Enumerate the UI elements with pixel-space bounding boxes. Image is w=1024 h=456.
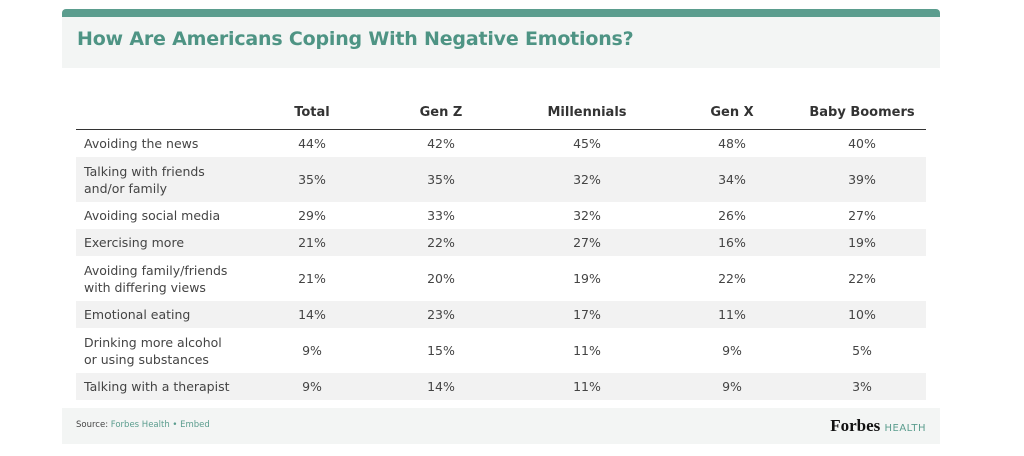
header: How Are Americans Coping With Negative E… <box>62 17 940 68</box>
cell: 33% <box>427 208 455 223</box>
cell: 27% <box>508 229 666 256</box>
cell: 16% <box>666 229 798 256</box>
cell: 20% <box>427 271 455 286</box>
card: How Are Americans Coping With Negative E… <box>62 9 940 444</box>
cell: 45% <box>573 136 601 151</box>
table-row: Emotional eating 14% 23% 17% 11% 10% <box>76 301 926 328</box>
header-cell: Gen Z <box>374 95 508 130</box>
cell: 32% <box>508 157 666 202</box>
cell: 27% <box>848 208 876 223</box>
cell: 10% <box>798 301 926 328</box>
cell: 14% <box>250 301 374 328</box>
cell: 42% <box>427 136 455 151</box>
row-label: Avoiding family/friends with differing v… <box>84 262 228 295</box>
cell: 5% <box>852 343 872 358</box>
cell: 11% <box>508 373 666 400</box>
cell: 26% <box>718 208 746 223</box>
footer: Source: Forbes Health • Embed Forbes HEA… <box>62 408 940 444</box>
table: Total Gen Z Millennials Gen X Baby Boomers A… <box>76 95 926 400</box>
table-row: Exercising more 21% 22% 27% 16% 19% <box>76 229 926 256</box>
table-body: Avoiding the news 44% 42% 45% 48% 40% Talking … <box>76 130 926 400</box>
table-row: Talking with friends and/or family 35% 35%… <box>76 157 926 202</box>
row-label: Talking with friends and/or family <box>76 157 250 202</box>
cell: 19% <box>573 271 601 286</box>
logo: Forbes HEALTH <box>830 416 926 436</box>
header-cell: Baby Boomers <box>798 95 926 130</box>
separator: • <box>172 420 178 430</box>
cell: 9% <box>250 373 374 400</box>
logo-text: Forbes <box>830 416 881 435</box>
source-label: Source: <box>76 420 109 430</box>
cell: 22% <box>374 229 508 256</box>
cell: 40% <box>848 136 876 151</box>
cell: 21% <box>250 229 374 256</box>
title: How Are Americans Coping With Negative E… <box>77 28 634 50</box>
row-label: Avoiding the news <box>84 136 199 151</box>
row-label: Exercising more <box>76 229 250 256</box>
cell: 11% <box>666 301 798 328</box>
header-cell: Gen X <box>666 95 798 130</box>
cell: 9% <box>666 373 798 400</box>
table-row: Avoiding family/friends with differing v… <box>76 256 926 301</box>
cell: 19% <box>798 229 926 256</box>
cell: 39% <box>798 157 926 202</box>
cell: 29% <box>298 208 326 223</box>
cell: 22% <box>848 271 876 286</box>
header-cell: Total <box>250 95 374 130</box>
table-row: Drinking more alcohol or using substance… <box>76 328 926 373</box>
cell: 48% <box>718 136 746 151</box>
cell: 9% <box>722 343 742 358</box>
cell: 14% <box>374 373 508 400</box>
cell: 35% <box>250 157 374 202</box>
cell: 34% <box>666 157 798 202</box>
cell: 15% <box>427 343 455 358</box>
cell: 22% <box>718 271 746 286</box>
source: Source: Forbes Health • Embed <box>76 420 210 430</box>
cell: 3% <box>798 373 926 400</box>
embed-link[interactable]: Embed <box>180 420 210 430</box>
cell: 17% <box>508 301 666 328</box>
cell: 11% <box>573 343 601 358</box>
cell: 9% <box>302 343 322 358</box>
cell: 23% <box>374 301 508 328</box>
row-label: Emotional eating <box>76 301 250 328</box>
cell: 21% <box>298 271 326 286</box>
header-cell: Millennials <box>508 95 666 130</box>
table-row: Avoiding social media 29% 33% 32% 26% 27% <box>76 202 926 229</box>
table-row: Talking with a therapist 9% 14% 11% 9% 3% <box>76 373 926 400</box>
row-label: Avoiding social media <box>84 208 221 223</box>
source-link[interactable]: Forbes Health <box>110 420 170 430</box>
cell: 35% <box>374 157 508 202</box>
row-label: Drinking more alcohol or using substance… <box>84 334 222 367</box>
header-cell <box>76 95 250 130</box>
cell: 32% <box>573 208 601 223</box>
logo-suffix: HEALTH <box>884 423 926 434</box>
table-row: Avoiding the news 44% 42% 45% 48% 40% <box>76 130 926 158</box>
cell: 44% <box>298 136 326 151</box>
accent-bar <box>62 9 940 17</box>
header-row: Total Gen Z Millennials Gen X Baby Boomers <box>76 95 926 130</box>
row-label: Talking with a therapist <box>76 373 250 400</box>
